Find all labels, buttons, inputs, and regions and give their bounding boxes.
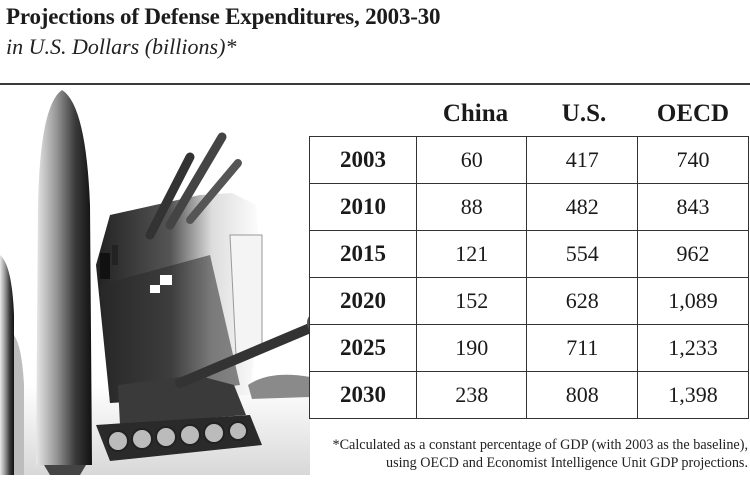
- us-cell: 628: [526, 277, 639, 325]
- header-divider: [0, 83, 750, 85]
- oecd-cell: 1,233: [637, 324, 749, 372]
- data-grid: 2003 60 417 740 2010 88 482 843 2015 121…: [309, 136, 749, 419]
- table-row: 2015 121 554 962: [309, 230, 749, 278]
- table-row: 2010 88 482 843: [309, 183, 749, 231]
- china-cell: 190: [415, 324, 528, 372]
- footnote: *Calculated as a constant percentage of …: [312, 436, 748, 472]
- year-cell: 2030: [309, 371, 417, 419]
- warship-icon: [96, 132, 263, 403]
- column-header-us: U.S.: [561, 100, 607, 127]
- oecd-cell: 843: [637, 183, 749, 231]
- footnote-line: *Calculated as a constant percentage of …: [332, 437, 748, 453]
- oecd-cell: 1,398: [637, 371, 749, 419]
- china-cell: 152: [415, 277, 528, 325]
- us-cell: 482: [526, 183, 639, 231]
- missile-icon: [0, 255, 24, 475]
- military-illustration: [0, 90, 310, 475]
- page-subtitle: in U.S. Dollars (billions)*: [6, 34, 237, 59]
- year-cell: 2020: [309, 277, 417, 325]
- oecd-cell: 740: [637, 136, 749, 184]
- oecd-cell: 1,089: [637, 277, 749, 325]
- year-cell: 2003: [309, 136, 417, 184]
- us-cell: 554: [526, 230, 639, 278]
- table-row: 2020 152 628 1,089: [309, 277, 749, 325]
- tank-icon: [96, 315, 310, 461]
- us-cell: 808: [526, 371, 639, 419]
- table-row: 2030 238 808 1,398: [309, 371, 749, 419]
- china-cell: 121: [415, 230, 528, 278]
- column-header-oecd: OECD: [656, 100, 730, 127]
- us-cell: 417: [526, 136, 639, 184]
- table-row: 2025 190 711 1,233: [309, 324, 749, 372]
- china-cell: 88: [415, 183, 528, 231]
- china-cell: 238: [415, 371, 528, 419]
- us-cell: 711: [526, 324, 639, 372]
- column-header-china: China: [442, 100, 509, 127]
- year-cell: 2025: [309, 324, 417, 372]
- table-row: 2003 60 417 740: [309, 136, 749, 184]
- missile-icon: [36, 90, 92, 475]
- page-title: Projections of Defense Expenditures, 200…: [6, 4, 441, 29]
- year-cell: 2010: [309, 183, 417, 231]
- oecd-cell: 962: [637, 230, 749, 278]
- year-cell: 2015: [309, 230, 417, 278]
- footnote-line: using OECD and Economist Intelligence Un…: [386, 455, 748, 471]
- china-cell: 60: [415, 136, 528, 184]
